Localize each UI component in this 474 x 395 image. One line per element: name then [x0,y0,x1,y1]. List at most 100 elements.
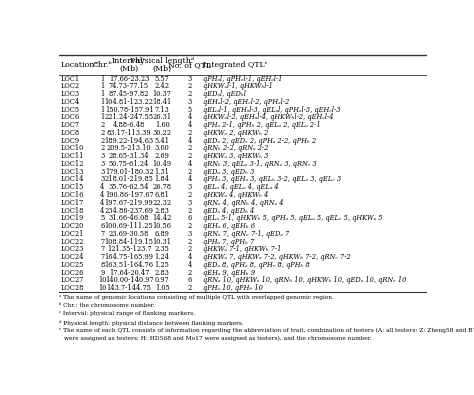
Text: Integrated QTLᵉ: Integrated QTLᵉ [202,61,267,69]
Text: Locationᵃ: Locationᵃ [61,61,99,69]
Text: LOC24: LOC24 [61,253,84,261]
Text: LOC20: LOC20 [61,222,84,230]
Text: 4: 4 [188,175,192,183]
Text: 10.37: 10.37 [153,90,172,98]
Text: 2: 2 [188,145,192,152]
Text: qHKWₐ 7-1, qHKWₕ 7-1: qHKWₐ 7-1, qHKWₕ 7-1 [202,245,281,253]
Text: LOC19: LOC19 [61,214,84,222]
Text: 3: 3 [188,98,192,106]
Text: ᶜ Interval: physical range of flanking markers.: ᶜ Interval: physical range of flanking m… [59,311,195,316]
Text: 2: 2 [188,237,192,246]
Text: 4: 4 [100,183,105,191]
Text: qHKWₐ 3, qHKWₕ 3: qHKWₐ 3, qHKWₕ 3 [202,152,268,160]
Text: LOC25: LOC25 [61,261,84,269]
Text: 14.42: 14.42 [153,214,172,222]
Text: 3.60: 3.60 [155,145,170,152]
Text: 7.13: 7.13 [155,106,170,114]
Text: LOC26: LOC26 [61,269,84,276]
Text: Chr.ᵇ: Chr.ᵇ [92,61,112,69]
Text: 3: 3 [100,152,105,160]
Text: qRNₐ 4, qRNₕ 4, qRNₐ 4: qRNₐ 4, qRNₕ 4, qRNₐ 4 [202,199,283,207]
Text: ᵉ The name of each QTL consists of information regarding the abbreviation of tra: ᵉ The name of each QTL consists of infor… [59,328,474,333]
Text: LOC4: LOC4 [61,98,80,106]
Text: 6: 6 [188,276,192,284]
Text: qEHₐ 6, qEHₕ 6: qEHₐ 6, qEHₕ 6 [202,222,255,230]
Text: 7: 7 [100,245,104,253]
Text: ᵇ Chr.: the chromosome number.: ᵇ Chr.: the chromosome number. [59,303,155,308]
Text: 221.24-247.55: 221.24-247.55 [104,113,154,121]
Text: qPHₐ 7, qPHₕ 7: qPHₐ 7, qPHₕ 7 [202,237,254,246]
Text: ᵃ The name of genomic locations consisting of multiple QTL with overlapped genom: ᵃ The name of genomic locations consisti… [59,295,334,300]
Text: (Mb): (Mb) [153,65,172,73]
Text: LOC3: LOC3 [61,90,80,98]
Text: 2.35: 2.35 [155,245,170,253]
Text: qELₐ 4, qELₐ 4, qELₐ 4: qELₐ 4, qELₐ 4, qELₐ 4 [202,183,278,191]
Text: qEDₐ 8, qPHₐ 8, qPHₑ 8, qPHₕ 8: qEDₐ 8, qPHₐ 8, qPHₑ 8, qPHₕ 8 [202,261,309,269]
Text: qRNₐ 10, qHKWₐ 10, qRNₕ 10, qHKWₕ 10, qEDₐ 10, qRNₑ 10: qRNₐ 10, qHKWₐ 10, qRNₕ 10, qHKWₕ 10, qE… [202,276,406,284]
Text: qRNₕ 3, qELₐ 3-1, qRNₐ 3, qRNₑ 3: qRNₕ 3, qELₐ 3-1, qRNₐ 3, qRNₑ 3 [202,160,316,168]
Text: 8: 8 [100,261,105,269]
Text: 3: 3 [100,160,105,168]
Text: 10.31: 10.31 [153,237,172,246]
Text: 4: 4 [188,121,192,129]
Text: 10.56: 10.56 [153,222,172,230]
Text: 2.83: 2.83 [155,269,170,276]
Text: 1: 1 [100,106,105,114]
Text: 1: 1 [100,83,105,90]
Text: 3: 3 [188,75,192,83]
Text: 2.42: 2.42 [155,83,170,90]
Text: 4: 4 [188,253,192,261]
Text: 2: 2 [188,168,192,176]
Text: 4: 4 [188,137,192,145]
Text: LOC6: LOC6 [61,113,80,121]
Text: 26.78: 26.78 [153,183,172,191]
Text: LOC13: LOC13 [61,168,84,176]
Text: 3: 3 [100,175,105,183]
Text: 1: 1 [100,90,105,98]
Text: LOC2: LOC2 [61,83,80,90]
Text: 4: 4 [100,191,105,199]
Text: 100.69-111.25: 100.69-111.25 [105,222,154,230]
Text: 7: 7 [100,253,104,261]
Text: 6.89: 6.89 [155,230,170,238]
Text: LOC9: LOC9 [61,137,80,145]
Text: 2: 2 [188,269,192,276]
Text: 87.45-97.82: 87.45-97.82 [109,90,149,98]
Text: qHKWₐ 4, qHKWₕ 4: qHKWₐ 4, qHKWₕ 4 [202,191,268,199]
Text: 2: 2 [188,191,192,199]
Text: 104.81-123.22: 104.81-123.22 [105,98,154,106]
Text: qPHₐ 10, qPHₕ 10: qPHₐ 10, qPHₕ 10 [202,284,263,292]
Text: 1.05: 1.05 [155,284,170,292]
Text: 2: 2 [188,90,192,98]
Text: 10.49: 10.49 [153,160,172,168]
Text: 143.7-144.75: 143.7-144.75 [107,284,152,292]
Text: 2: 2 [188,245,192,253]
Text: 1: 1 [100,75,105,83]
Text: 26.31: 26.31 [153,113,172,121]
Text: LOC14: LOC14 [61,175,84,183]
Text: qHKWₐl-1, qHKWₕl-1: qHKWₐl-1, qHKWₕl-1 [202,83,273,90]
Text: qEDₐ 4, qEDₕ 4: qEDₐ 4, qEDₕ 4 [202,207,254,214]
Text: 4: 4 [100,207,105,214]
Text: 83.17-113.39: 83.17-113.39 [107,129,151,137]
Text: ᵈ Physical length: physical distance between flanking markers.: ᵈ Physical length: physical distance bet… [59,320,244,325]
Text: 0.97: 0.97 [155,276,169,284]
Text: 197.67-219.99: 197.67-219.99 [105,199,154,207]
Text: Intervalᶜ: Intervalᶜ [112,57,146,65]
Text: Physical lengthᵈ: Physical lengthᵈ [130,57,194,65]
Text: 17.64-20.47: 17.64-20.47 [109,269,149,276]
Text: 1.25: 1.25 [155,261,170,269]
Text: 5.41: 5.41 [155,137,170,145]
Text: were assigned as testers; H: HD568 and Mo17 were assigned as testers), and the c: were assigned as testers; H: HD568 and M… [64,336,372,341]
Text: LOC11: LOC11 [61,152,84,160]
Text: LOC12: LOC12 [61,160,84,168]
Text: 5.57: 5.57 [155,75,170,83]
Text: qRNₐ 7, qRNₑ 7-1, qEDₐ 7: qRNₐ 7, qRNₑ 7-1, qEDₐ 7 [202,230,289,238]
Text: 2: 2 [100,145,105,152]
Text: qEDₐl, qEDₕl: qEDₐl, qEDₕl [202,90,246,98]
Text: 2: 2 [100,121,105,129]
Text: qPHₐ 2-1, qPHₕ 2, qELₐ 2, qELₐ 2-1: qPHₐ 2-1, qPHₕ 2, qELₐ 2, qELₐ 2-1 [202,121,320,129]
Text: 2: 2 [188,83,192,90]
Text: LOC1: LOC1 [61,75,80,83]
Text: 1.84: 1.84 [155,175,170,183]
